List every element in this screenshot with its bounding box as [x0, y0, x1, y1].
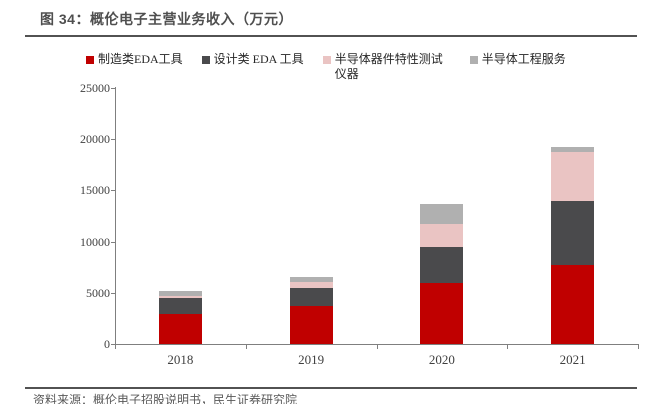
legend-label: 半导体器件特性测试仪器 — [334, 52, 443, 81]
legend-swatch — [469, 56, 478, 64]
bar-segment — [289, 281, 333, 289]
legend-swatch — [86, 56, 94, 64]
bar-segment — [551, 265, 595, 344]
chart-legend: 制造类EDA工具 设计类 EDA 工具 半导体器件特性测试仪器 半导体工程服务 — [86, 52, 566, 82]
bar-segment — [158, 298, 202, 314]
y-axis-tick — [111, 344, 115, 345]
bar-segment — [551, 152, 595, 201]
bar-segment — [420, 223, 464, 248]
bar-segment — [551, 147, 595, 153]
legend-label: 制造类EDA工具 — [98, 52, 183, 66]
bar-segment — [158, 296, 202, 299]
legend-label: 设计类 EDA 工具 — [213, 52, 304, 66]
y-axis-tick — [111, 88, 115, 89]
y-axis-tick — [111, 190, 115, 192]
bar-segment — [158, 290, 202, 297]
y-axis-tick-label: 10000 — [80, 234, 110, 249]
y-axis-tick-label: 25000 — [80, 81, 110, 95]
x-axis-tick — [507, 345, 509, 349]
y-axis-tick — [111, 292, 115, 294]
x-axis-tick-label: 2019 — [298, 352, 325, 367]
legend-item: 设计类 EDA 工具 — [201, 52, 304, 82]
y-axis-tick-label: 0 — [104, 337, 110, 351]
y-axis-tick — [111, 241, 115, 243]
y-axis-tick-label: 5000 — [86, 285, 110, 300]
y-axis-line — [115, 87, 116, 345]
x-axis-line — [115, 344, 639, 345]
bar-segment — [420, 247, 464, 284]
y-axis-tick — [111, 139, 115, 141]
y-axis-tick-label: 15000 — [80, 183, 110, 198]
x-axis-tick — [376, 345, 378, 349]
footer-divider — [25, 387, 637, 389]
y-axis-tick-label: 20000 — [80, 132, 110, 147]
x-axis-tick — [638, 345, 639, 349]
x-axis-tick-label: 2020 — [428, 352, 455, 367]
legend-swatch — [322, 56, 331, 64]
bar-segment — [551, 200, 595, 266]
bar-segment — [289, 277, 333, 282]
bar-segment — [420, 203, 464, 224]
x-axis-tick-label: 2018 — [167, 352, 194, 367]
x-axis-tick — [245, 345, 247, 349]
bar-segment — [158, 313, 202, 344]
x-axis-tick-label: 2021 — [559, 352, 586, 367]
source-note: 资料来源：概伦电子招股说明书，民生证券研究院 — [33, 393, 298, 404]
bar-segment — [289, 306, 333, 344]
x-axis-tick — [115, 345, 116, 349]
figure-title: 图 34：概伦电子主营业务收入（万元） — [40, 11, 293, 27]
legend-swatch — [201, 56, 210, 64]
legend-item: 半导体工程服务 — [469, 52, 566, 82]
legend-label: 半导体工程服务 — [481, 52, 566, 66]
title-divider — [25, 35, 637, 37]
legend-item: 半导体器件特性测试仪器 — [322, 52, 451, 82]
bar-segment — [289, 288, 333, 307]
legend-item: 制造类EDA工具 — [86, 52, 183, 82]
bar-segment — [420, 283, 464, 344]
